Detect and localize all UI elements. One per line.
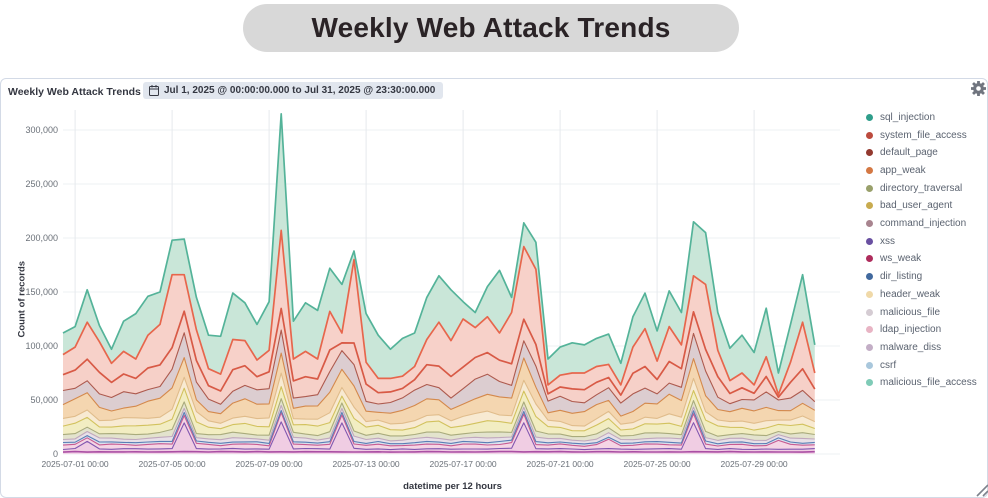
svg-text:2025-07-09 00:00: 2025-07-09 00:00	[236, 459, 303, 469]
svg-text:2025-07-05 00:00: 2025-07-05 00:00	[139, 459, 206, 469]
svg-text:2025-07-13 00:00: 2025-07-13 00:00	[333, 459, 400, 469]
svg-text:2025-07-01 00:00: 2025-07-01 00:00	[42, 459, 109, 469]
svg-text:50,000: 50,000	[30, 395, 58, 405]
svg-text:2025-07-29 00:00: 2025-07-29 00:00	[721, 459, 788, 469]
svg-text:2025-07-21 00:00: 2025-07-21 00:00	[527, 459, 594, 469]
svg-text:250,000: 250,000	[25, 179, 58, 189]
svg-text:200,000: 200,000	[25, 233, 58, 243]
svg-text:2025-07-25 00:00: 2025-07-25 00:00	[624, 459, 691, 469]
svg-text:2025-07-17 00:00: 2025-07-17 00:00	[430, 459, 497, 469]
svg-text:0: 0	[53, 449, 58, 459]
svg-text:150,000: 150,000	[25, 287, 58, 297]
svg-text:300,000: 300,000	[25, 125, 58, 135]
svg-text:100,000: 100,000	[25, 341, 58, 351]
